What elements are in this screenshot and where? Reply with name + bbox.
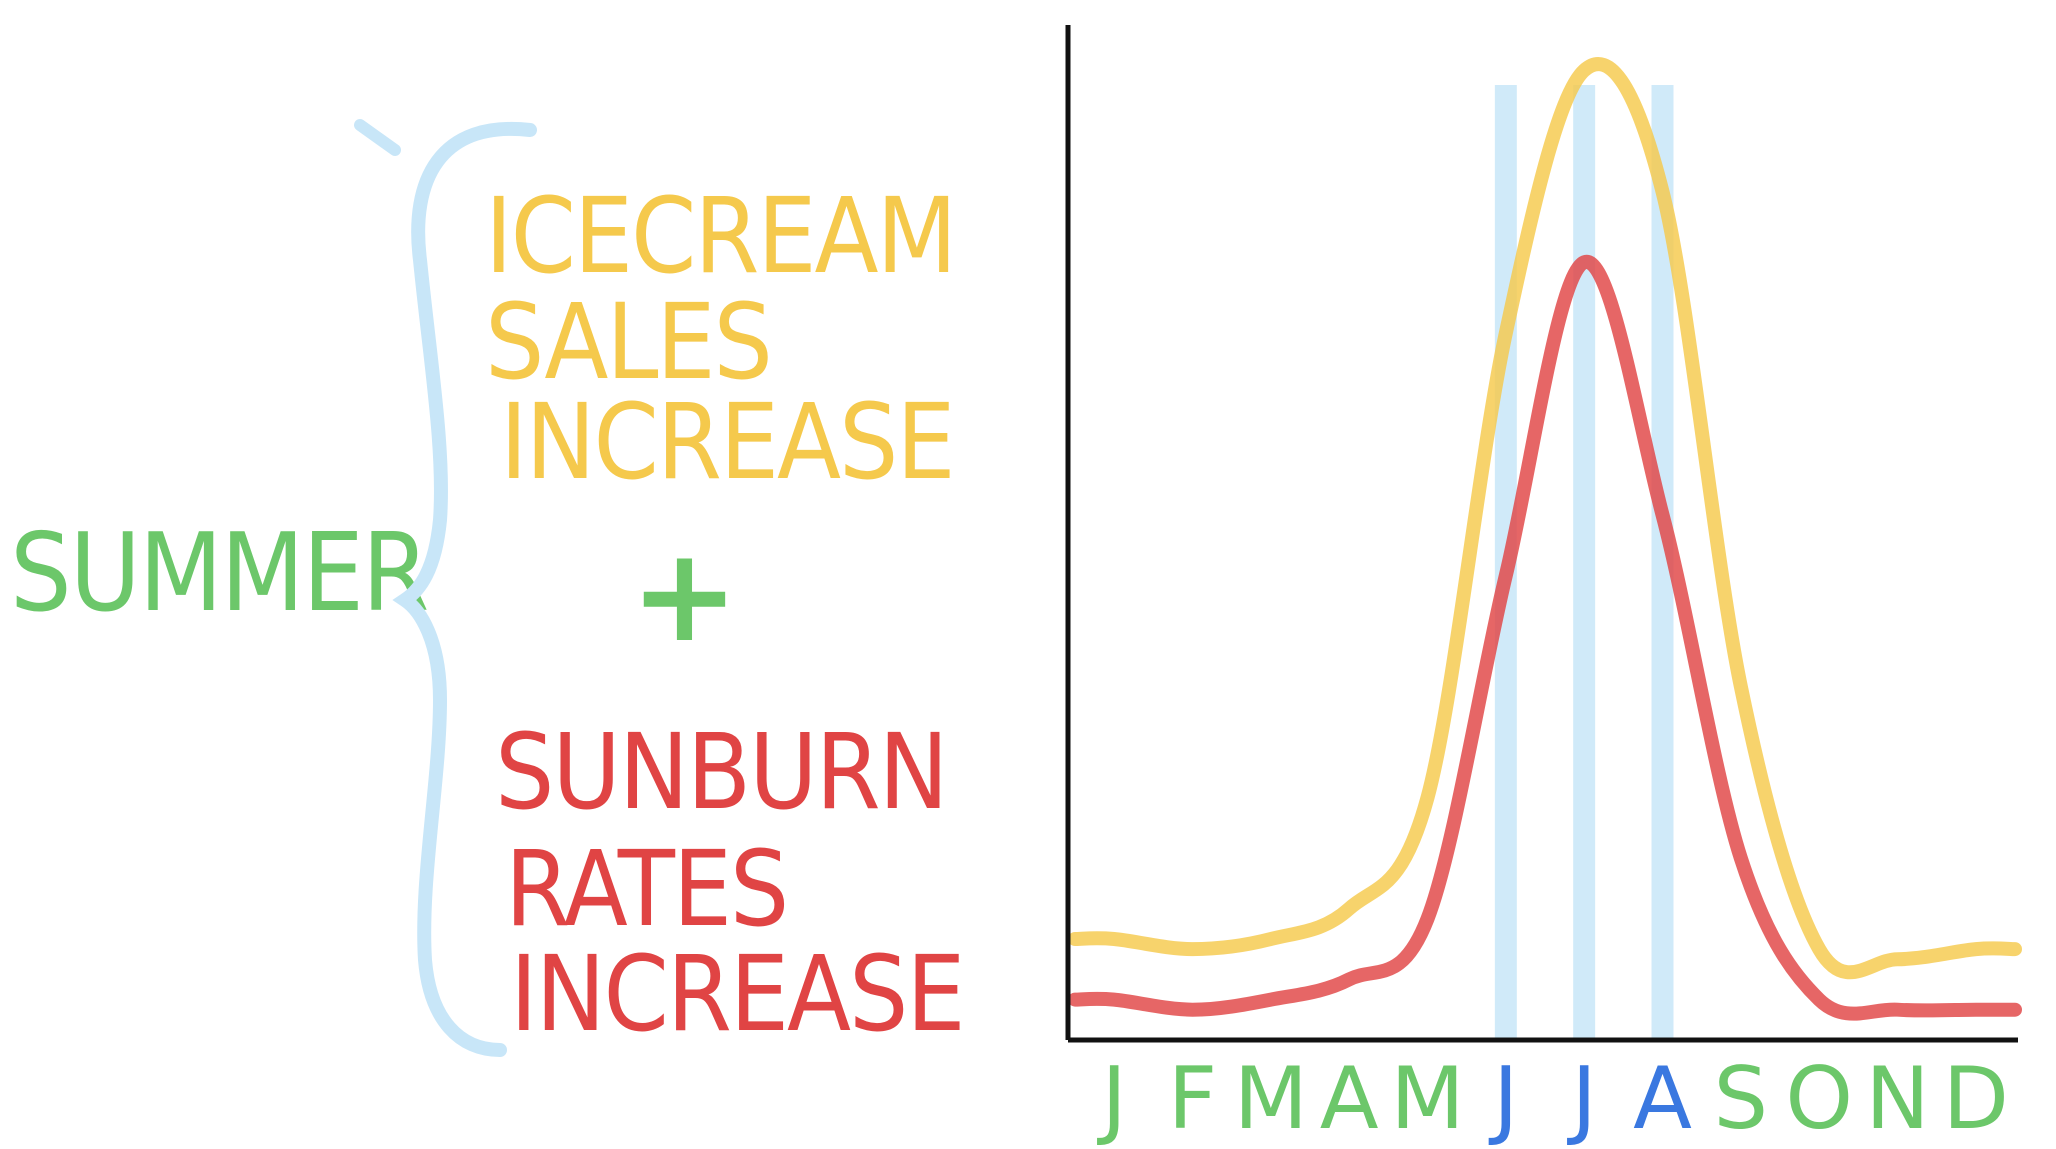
sunburn-line-3: INCREASE — [510, 933, 964, 1055]
sunburn-line-2: RATES — [505, 828, 787, 950]
curly-brace — [392, 121, 537, 1057]
x-tick-label-5: J — [1488, 1049, 1518, 1149]
series-line-1 — [1068, 255, 2022, 1021]
series-layer — [1068, 57, 2022, 1021]
x-tick-label-10: N — [1865, 1049, 1929, 1149]
x-tick-label-8: S — [1714, 1049, 1769, 1149]
x-tick-label-9: O — [1785, 1049, 1853, 1149]
x-tick-label-0: J — [1096, 1049, 1126, 1149]
summer-highlight-bands — [1494, 85, 1674, 1040]
brace-tick — [354, 119, 401, 156]
highlight-band-6 — [1573, 85, 1596, 1040]
x-tick-label-6: J — [1566, 1049, 1596, 1149]
plus-sign: + — [630, 519, 739, 671]
icecream-line-1: ICECREAM — [485, 175, 955, 297]
x-tick-label-11: D — [1943, 1049, 2009, 1149]
x-tick-label-2: M — [1234, 1049, 1308, 1149]
x-tick-label-7: A — [1633, 1049, 1692, 1149]
x-tick-label-1: F — [1168, 1049, 1217, 1149]
x-tick-label-3: A — [1320, 1049, 1379, 1149]
sunburn-line-1: SUNBURN — [495, 711, 947, 833]
summer-label: SUMMER — [10, 511, 427, 636]
icecream-line-3: INCREASE — [500, 381, 954, 503]
series-line-0 — [1068, 57, 2022, 980]
icecream-line-2: SALES — [485, 281, 771, 403]
highlight-band-7 — [1651, 85, 1674, 1040]
summer-explanation: SUMMER ICECREAM SALES INCREASE + SUNBURN… — [10, 119, 966, 1057]
x-tick-label-4: M — [1390, 1049, 1464, 1149]
